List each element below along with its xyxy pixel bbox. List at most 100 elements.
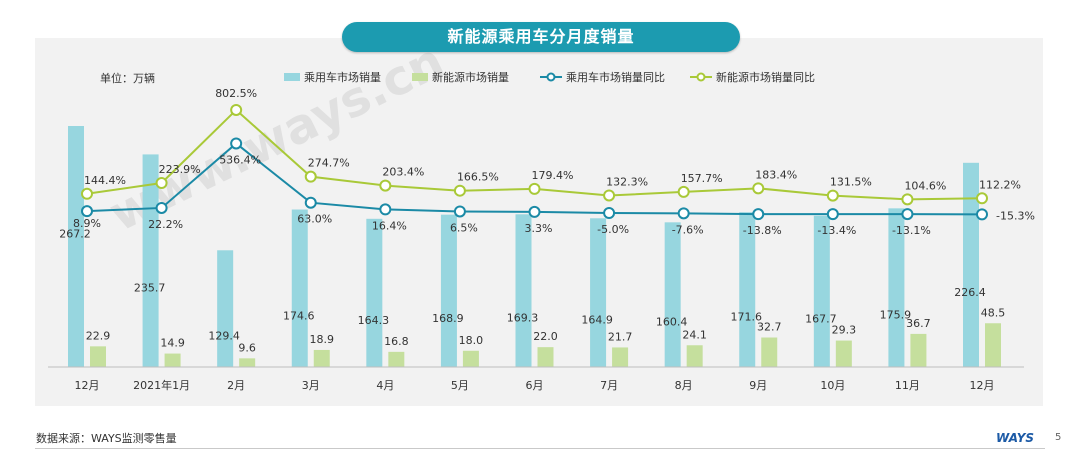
point-passenger-yoy bbox=[528, 205, 541, 218]
label-passenger-sales: 167.7 bbox=[805, 312, 837, 325]
x-tick-label: 12月 bbox=[75, 379, 100, 392]
label-nev-yoy: 131.5% bbox=[830, 176, 872, 189]
bar-passenger-sales bbox=[590, 218, 607, 367]
label-passenger-sales: 129.4 bbox=[208, 330, 240, 343]
label-passenger-sales: 267.2 bbox=[59, 228, 91, 241]
legend-entry: 乘用车市场销量同比 bbox=[566, 70, 665, 84]
point-passenger-yoy bbox=[826, 208, 839, 221]
point-nev-yoy bbox=[155, 177, 168, 190]
label-nev-yoy: 203.4% bbox=[382, 166, 424, 179]
point-nev-yoy bbox=[603, 189, 616, 202]
bar-nev-sales bbox=[612, 347, 629, 367]
legend-swatch-marker bbox=[696, 72, 706, 82]
footer-divider bbox=[35, 448, 1045, 449]
chart-title: 新能源乘用车分月度销量 bbox=[447, 27, 635, 46]
label-nev-sales: 21.7 bbox=[608, 330, 633, 343]
page-number: 5 bbox=[1055, 432, 1062, 443]
bar-nev-sales bbox=[313, 349, 330, 367]
point-passenger-yoy bbox=[603, 207, 616, 219]
label-passenger-sales: 164.3 bbox=[358, 314, 390, 327]
point-passenger-yoy bbox=[155, 201, 168, 214]
x-tick-label: 4月 bbox=[376, 379, 394, 392]
legend-entry: 新能源市场销量同比 bbox=[716, 70, 815, 84]
point-passenger-yoy bbox=[901, 208, 914, 221]
label-passenger-sales: 169.3 bbox=[507, 312, 539, 325]
label-nev-sales: 18.0 bbox=[459, 334, 484, 347]
bar-passenger-sales bbox=[68, 126, 84, 367]
label-passenger-yoy: 8.9% bbox=[73, 217, 101, 230]
bar-passenger-sales bbox=[366, 218, 383, 367]
point-nev-yoy bbox=[230, 103, 243, 116]
label-nev-sales: 32.7 bbox=[757, 321, 782, 334]
label-passenger-sales: 174.6 bbox=[283, 309, 315, 322]
label-passenger-yoy: -7.6% bbox=[672, 223, 704, 236]
point-nev-yoy bbox=[976, 192, 988, 205]
x-tick-label: 2月 bbox=[227, 379, 245, 392]
bar-nev-sales bbox=[537, 347, 554, 367]
point-nev-yoy bbox=[81, 187, 93, 200]
label-passenger-sales: 235.7 bbox=[134, 282, 166, 295]
label-nev-sales: 29.3 bbox=[832, 324, 857, 337]
label-passenger-yoy: -13.4% bbox=[817, 224, 856, 237]
legend-entry: 新能源市场销量 bbox=[432, 70, 509, 84]
bar-nev-sales bbox=[164, 353, 181, 367]
legend-swatch-marker bbox=[546, 72, 556, 82]
x-tick-label: 7月 bbox=[600, 379, 618, 392]
label-passenger-yoy: 536.4% bbox=[219, 153, 261, 166]
legend-swatch bbox=[284, 73, 300, 81]
point-nev-yoy bbox=[901, 193, 914, 206]
label-passenger-yoy: -13.8% bbox=[743, 224, 782, 237]
point-nev-yoy bbox=[826, 189, 839, 202]
ways-logo: WAYS bbox=[996, 431, 1035, 445]
label-nev-sales: 9.6 bbox=[238, 341, 256, 354]
label-nev-yoy: 179.4% bbox=[532, 169, 574, 182]
label-nev-yoy: 104.6% bbox=[904, 179, 946, 192]
x-tick-label: 9月 bbox=[749, 379, 767, 392]
label-passenger-yoy: -15.3% bbox=[996, 209, 1035, 222]
x-tick-label: 5月 bbox=[451, 379, 469, 392]
x-tick-label: 12月 bbox=[970, 379, 995, 392]
label-nev-sales: 24.1 bbox=[682, 328, 707, 341]
x-tick-label: 8月 bbox=[675, 379, 693, 392]
point-passenger-yoy bbox=[976, 208, 988, 221]
bar-passenger-sales bbox=[813, 215, 830, 367]
label-passenger-yoy: -5.0% bbox=[597, 223, 629, 236]
label-passenger-sales: 171.6 bbox=[731, 311, 763, 324]
bar-passenger-sales bbox=[515, 214, 532, 367]
bar-passenger-sales bbox=[217, 250, 234, 367]
x-tick-label: 11月 bbox=[895, 379, 920, 392]
point-passenger-yoy bbox=[453, 205, 466, 218]
bar-passenger-sales bbox=[664, 222, 681, 367]
bar-passenger-sales bbox=[963, 162, 979, 367]
bar-passenger-sales bbox=[888, 208, 905, 367]
label-passenger-yoy: 63.0% bbox=[297, 213, 332, 226]
point-passenger-yoy bbox=[752, 208, 765, 221]
point-passenger-yoy bbox=[304, 196, 317, 209]
label-nev-sales: 18.9 bbox=[310, 333, 335, 346]
label-nev-sales: 14.9 bbox=[160, 337, 185, 350]
label-nev-sales: 36.7 bbox=[906, 317, 931, 330]
bar-nev-sales bbox=[90, 346, 106, 367]
label-nev-yoy: 802.5% bbox=[215, 87, 257, 100]
bar-nev-sales bbox=[910, 333, 927, 367]
x-tick-label: 6月 bbox=[526, 379, 544, 392]
point-nev-yoy bbox=[677, 185, 690, 198]
data-source-note: 数据来源：WAYS监测零售量 bbox=[36, 432, 177, 445]
label-nev-sales: 16.8 bbox=[384, 335, 409, 348]
label-passenger-sales: 164.9 bbox=[581, 314, 613, 327]
label-nev-yoy: 183.4% bbox=[755, 168, 797, 181]
label-nev-yoy: 132.3% bbox=[606, 175, 648, 188]
point-passenger-yoy bbox=[230, 137, 243, 150]
point-passenger-yoy bbox=[81, 205, 93, 218]
label-nev-sales: 22.9 bbox=[86, 329, 111, 342]
label-passenger-sales: 168.9 bbox=[432, 312, 464, 325]
bar-passenger-sales bbox=[440, 214, 457, 367]
bar-nev-sales bbox=[761, 337, 778, 367]
chart-panel bbox=[35, 38, 1043, 406]
x-tick-label: 10月 bbox=[820, 379, 845, 392]
point-nev-yoy bbox=[752, 182, 765, 195]
label-nev-yoy: 274.7% bbox=[308, 157, 350, 170]
label-passenger-yoy: -13.1% bbox=[892, 224, 931, 237]
label-passenger-yoy: 16.4% bbox=[372, 219, 407, 232]
